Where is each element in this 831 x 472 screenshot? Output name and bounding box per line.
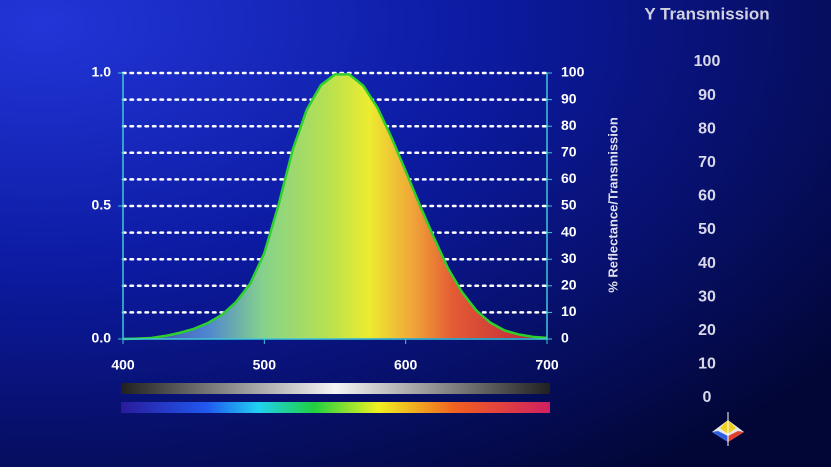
- icon: [712, 412, 744, 446]
- y-tick-label: 1.0: [92, 64, 112, 80]
- spectrum-bar: [121, 402, 550, 413]
- y-transmission-label: 40: [698, 255, 716, 272]
- y2-tick-label: 40: [561, 223, 577, 239]
- y2-tick-label: 90: [561, 90, 577, 106]
- y2-axis-label: % Reflectance/Transmission: [605, 117, 620, 293]
- y-tick-label: 0.5: [92, 197, 112, 213]
- y-transmission-label: 50: [698, 221, 716, 238]
- y-transmission-label: 10: [698, 356, 716, 373]
- y2-tick-label: 60: [561, 170, 577, 186]
- x-tick-label: 500: [253, 357, 277, 373]
- y-transmission-label: 30: [698, 288, 716, 305]
- y-transmission-title: Y Transmission: [644, 4, 769, 23]
- y2-tick-label: 80: [561, 117, 577, 133]
- y-transmission-label: 0: [703, 389, 712, 406]
- gray-bar: [121, 383, 550, 394]
- y-transmission-label: 20: [698, 322, 716, 339]
- y2-tick-label: 50: [561, 197, 577, 213]
- y2-tick-label: 70: [561, 144, 577, 160]
- y-transmission-label: 100: [694, 53, 721, 70]
- x-tick-label: 700: [535, 357, 559, 373]
- y2-tick-label: 0: [561, 330, 569, 346]
- y2-tick-label: 10: [561, 303, 577, 319]
- x-tick-label: 400: [111, 357, 135, 373]
- area: [122, 73, 548, 341]
- y-transmission-label: 70: [698, 154, 716, 171]
- y2-tick-label: 30: [561, 250, 577, 266]
- y2-tick-label: 100: [561, 64, 585, 80]
- y-tick-label: 0.0: [92, 330, 112, 346]
- y-transmission-label: 80: [698, 120, 716, 137]
- y-transmission-label: 60: [698, 188, 716, 205]
- y2-tick-label: 20: [561, 277, 577, 293]
- y-transmission-label: 90: [698, 87, 716, 104]
- x-tick-label: 600: [394, 357, 418, 373]
